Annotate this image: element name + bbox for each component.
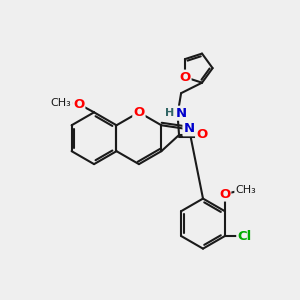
Text: CH₃: CH₃ [235,185,256,195]
Text: O: O [179,70,191,84]
Text: CH₃: CH₃ [51,98,71,108]
Text: N: N [176,107,187,120]
Text: Cl: Cl [237,230,251,243]
Text: N: N [184,122,195,135]
Text: O: O [196,128,207,142]
Text: H: H [165,108,174,118]
Text: O: O [219,188,230,200]
Text: O: O [133,106,145,119]
Text: O: O [73,98,84,111]
